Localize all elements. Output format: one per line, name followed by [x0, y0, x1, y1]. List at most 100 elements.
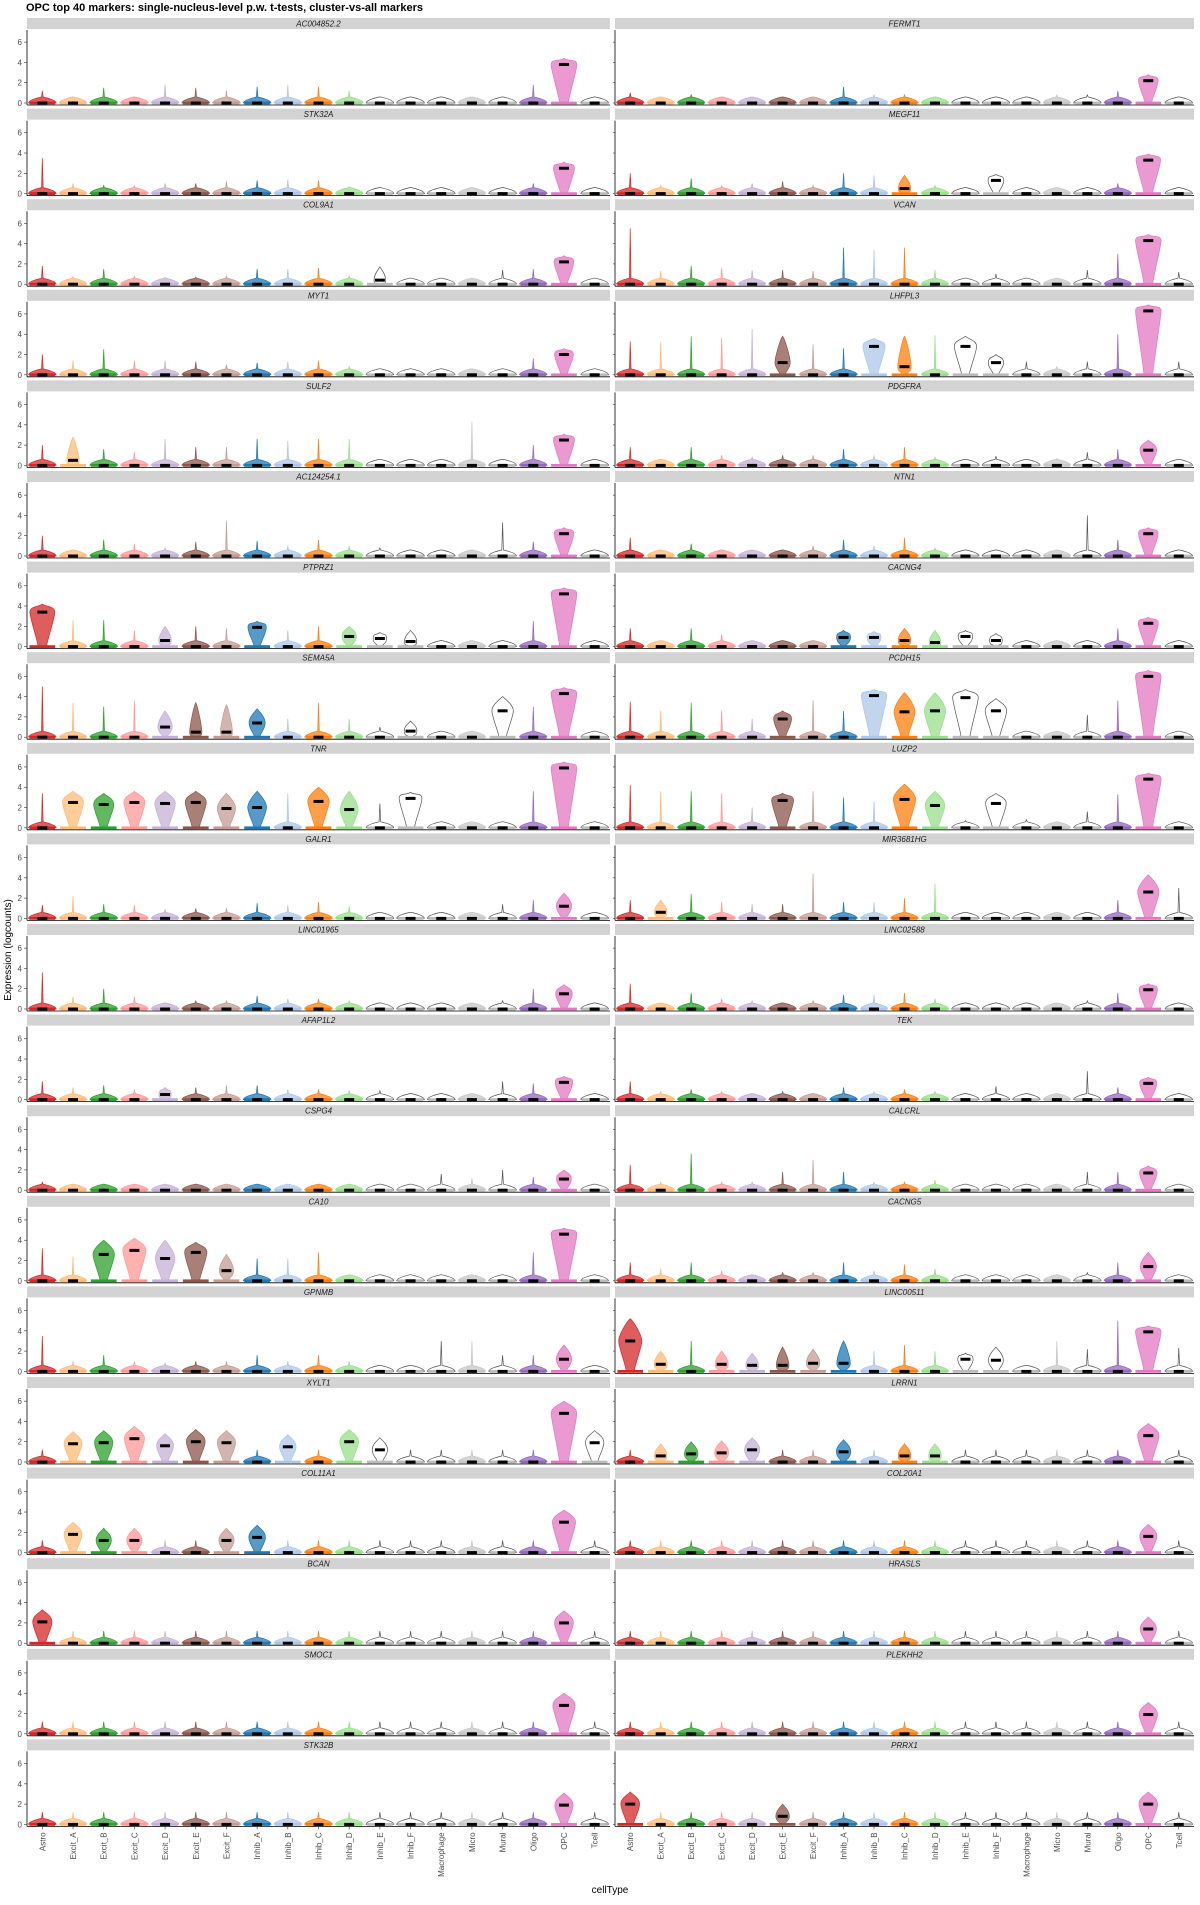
median-Inhib_C	[313, 192, 324, 196]
y-tick-label: 2	[18, 894, 23, 903]
violin-Excit_A	[58, 183, 88, 194]
y-tick-label: 4	[18, 1508, 23, 1517]
points-OPC	[551, 826, 577, 830]
violin-Excit_F	[799, 1721, 828, 1735]
median-Inhib_A	[252, 916, 263, 920]
violin-Inhib_B	[859, 1449, 889, 1463]
median-Tcell	[589, 1732, 600, 1736]
y-tick-label: 6	[18, 401, 23, 410]
median-Oligo	[528, 373, 539, 377]
median-Inhib_C	[313, 373, 324, 377]
median-Excit_B	[686, 735, 697, 739]
median-OPC	[558, 1621, 569, 1625]
violin-Excit_D	[150, 183, 180, 194]
median-Excit_B	[686, 645, 697, 649]
violin-Mural	[488, 1721, 517, 1735]
violin-OPC	[1139, 1076, 1158, 1100]
median-OPC	[1143, 890, 1154, 894]
violin-Excit_A	[63, 1431, 83, 1463]
violin-Astro	[28, 905, 57, 919]
points-Excit_F	[800, 1370, 826, 1373]
violin-Excit_B	[89, 1355, 118, 1372]
points-OPC	[551, 101, 577, 105]
median-Excit_A	[68, 192, 79, 196]
violin-Excit_E	[181, 541, 210, 557]
median-Inhib_B	[869, 282, 880, 286]
median-Tcell	[589, 1822, 600, 1826]
points-Excit_C	[708, 1460, 735, 1464]
violin-Excit_B	[89, 87, 118, 104]
panel-LUZP2: LUZP2	[613, 742, 1194, 831]
median-Inhib_B	[282, 1641, 293, 1645]
median-Excit_D	[747, 101, 758, 105]
median-Micro	[1051, 282, 1062, 286]
violin-Tcell	[1164, 1540, 1193, 1553]
median-Tcell	[589, 1641, 600, 1645]
violin-Excit_F	[799, 455, 828, 466]
median-Excit_B	[98, 463, 109, 467]
chart-title: OPC top 40 markers: single-nucleus-level…	[26, 2, 423, 14]
median-Inhib_F	[990, 1641, 1001, 1645]
median-Inhib_F	[405, 1822, 416, 1826]
violin-Excit_B	[89, 349, 118, 376]
violin-Astro	[28, 445, 57, 466]
median-Astro	[625, 1007, 636, 1011]
median-Inhib_C	[899, 797, 910, 801]
violin-Inhib_D	[335, 906, 364, 919]
violin-Astro	[616, 537, 645, 557]
median-Excit_F	[808, 463, 819, 467]
points-Excit_D	[152, 1098, 178, 1101]
facet-strip	[615, 652, 1194, 664]
violin-Excit_E	[771, 792, 794, 829]
median-Tcell	[589, 735, 600, 739]
violin-Mural	[488, 1449, 517, 1463]
median-Inhib_A	[838, 635, 849, 639]
y-tick-label: 4	[18, 511, 23, 520]
median-OPC	[558, 438, 569, 442]
violin-Excit_E	[181, 1812, 210, 1825]
median-Excit_D	[747, 373, 758, 377]
median-Inhib_A	[838, 1279, 849, 1283]
median-Excit_B	[686, 1822, 697, 1826]
violin-Excit_C	[123, 790, 146, 829]
median-Excit_D	[160, 916, 171, 920]
violin-Excit_D	[158, 625, 172, 647]
median-Inhib_A	[838, 192, 849, 196]
x-tick-label: Inhib_B	[870, 1832, 879, 1859]
median-Mural	[1082, 463, 1093, 467]
violin-Excit_F	[212, 364, 241, 376]
median-Inhib_C	[313, 735, 324, 739]
median-Excit_F	[221, 1007, 232, 1011]
median-Micro	[466, 373, 477, 377]
violin-Inhib_A	[829, 247, 858, 285]
points-Astro	[29, 1641, 56, 1645]
points-Inhib_E	[366, 645, 393, 648]
violin-Inhib_A	[829, 797, 858, 829]
median-Inhib_C	[313, 1732, 324, 1736]
median-Excit_D	[160, 282, 171, 286]
median-OPC	[1143, 1713, 1154, 1717]
violin-Excit_F	[212, 1361, 241, 1372]
violin-Inhib_A	[829, 994, 858, 1010]
facet-strip	[27, 1739, 610, 1751]
median-Astro	[37, 1098, 48, 1102]
median-Excit_C	[129, 800, 140, 804]
x-tick-label: Inhib_E	[961, 1832, 970, 1859]
y-tick-label: 4	[18, 1599, 23, 1608]
violin-Inhib_A	[829, 1171, 858, 1191]
violin-Astro	[28, 535, 57, 557]
median-Inhib_A	[252, 1279, 263, 1283]
median-Oligo	[1112, 1732, 1123, 1736]
y-tick-label: 2	[18, 1800, 23, 1809]
violin-Oligo	[519, 900, 548, 919]
median-Astro	[625, 735, 636, 739]
median-Excit_D	[747, 645, 758, 649]
median-Excit_C	[129, 373, 140, 377]
median-Micro	[1051, 1369, 1062, 1373]
violin-Oligo	[1103, 628, 1132, 647]
violin-Inhib_B	[273, 1089, 302, 1100]
median-Inhib_A	[838, 1361, 849, 1365]
violin-Excit_F	[799, 1159, 828, 1191]
points-Excit_B	[90, 1279, 117, 1283]
